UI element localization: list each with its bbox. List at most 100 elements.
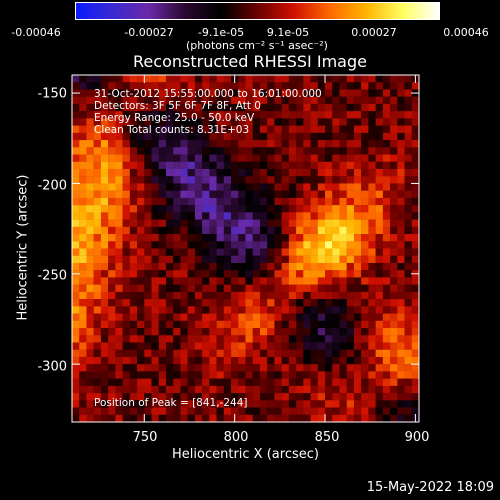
heatmap-cell	[353, 306, 362, 314]
heatmap-cell	[288, 219, 297, 227]
heatmap-cell	[100, 284, 109, 293]
heatmap-cell	[108, 96, 116, 105]
heatmap-cell	[79, 328, 87, 336]
heatmap-cell	[390, 82, 398, 90]
heatmap-cell	[238, 378, 246, 387]
heatmap-cell	[281, 183, 290, 191]
heatmap-cell	[339, 140, 347, 148]
heatmap-cell	[303, 132, 311, 141]
heatmap-cell	[267, 291, 275, 300]
heatmap-cell	[180, 234, 188, 242]
heatmap-cell	[317, 407, 326, 415]
heatmap-cell	[231, 320, 239, 329]
heatmap-cell	[187, 306, 196, 314]
heatmap-cell	[303, 364, 311, 372]
heatmap-cell	[368, 212, 376, 220]
heatmap-cell	[115, 234, 123, 242]
heatmap-cell	[158, 277, 167, 285]
heatmap-cell	[397, 248, 405, 256]
heatmap-cell	[72, 393, 80, 401]
heatmap-cell	[339, 291, 347, 300]
heatmap-cell	[209, 284, 217, 293]
heatmap-cell	[252, 335, 261, 343]
heatmap-cell	[303, 103, 311, 112]
heatmap-cell	[194, 168, 203, 177]
heatmap-cell	[173, 378, 181, 387]
heatmap-cell	[310, 400, 318, 408]
heatmap-cell	[332, 125, 340, 134]
heatmap-cell	[180, 241, 188, 249]
heatmap-cell	[390, 270, 398, 278]
heatmap-cell	[194, 270, 203, 278]
heatmap-cell	[317, 328, 326, 336]
heatmap-cell	[129, 75, 138, 83]
heatmap-cell	[216, 241, 224, 249]
heatmap-cell	[151, 118, 159, 126]
heatmap-cell	[368, 161, 376, 170]
heatmap-cell	[310, 111, 318, 119]
heatmap-cell	[382, 277, 391, 285]
heatmap-cell	[303, 248, 311, 256]
heatmap-cell	[79, 414, 87, 422]
heatmap-cell	[93, 393, 102, 401]
heatmap-cell	[397, 75, 405, 83]
heatmap-cell	[180, 118, 188, 126]
heatmap-cell	[288, 328, 297, 336]
heatmap-cell	[108, 270, 116, 278]
heatmap-cell	[187, 234, 196, 242]
heatmap-cell	[274, 118, 282, 126]
heatmap-cell	[165, 82, 174, 90]
heatmap-cell	[72, 190, 80, 199]
heatmap-cell	[267, 378, 275, 387]
heatmap-cell	[165, 140, 174, 148]
heatmap-cell	[310, 342, 318, 350]
heatmap-cell	[252, 407, 261, 415]
heatmap-cell	[259, 342, 268, 350]
heatmap-cell	[100, 414, 109, 422]
heatmap-cell	[390, 313, 398, 321]
heatmap-cell	[194, 407, 203, 415]
heatmap-cell	[100, 75, 109, 83]
heatmap-cell	[93, 132, 102, 141]
heatmap-cell	[129, 299, 138, 307]
heatmap-cell	[259, 299, 268, 307]
heatmap-cell	[100, 349, 109, 358]
heatmap-cell	[173, 161, 181, 170]
heatmap-cell	[375, 342, 384, 350]
heatmap-cell	[100, 407, 109, 415]
heatmap-cell	[231, 349, 239, 358]
heatmap-cell	[173, 205, 181, 213]
heatmap-cell	[202, 132, 210, 141]
heatmap-cell	[231, 364, 239, 372]
heatmap-cell	[202, 197, 210, 206]
heatmap-cell	[93, 190, 102, 199]
heatmap-cell	[194, 349, 203, 358]
heatmap-cell	[144, 226, 152, 235]
heatmap-cell	[86, 226, 94, 235]
heatmap-cell	[390, 414, 398, 422]
heatmap-cell	[223, 393, 232, 401]
heatmap-cell	[144, 291, 152, 300]
heatmap-cell	[72, 168, 80, 177]
heatmap-cell	[353, 393, 362, 401]
heatmap-cell	[259, 284, 268, 293]
heatmap-cell	[281, 190, 290, 199]
heatmap-cell	[296, 335, 304, 343]
heatmap-cell	[390, 219, 398, 227]
heatmap-cell	[79, 393, 87, 401]
heatmap-cell	[231, 284, 239, 293]
heatmap-cell	[310, 190, 318, 199]
heatmap-cell	[238, 205, 246, 213]
heatmap-cell	[115, 154, 123, 162]
heatmap-cell	[100, 219, 109, 227]
heatmap-cell	[252, 378, 261, 387]
heatmap-cell	[339, 320, 347, 329]
heatmap-cell	[231, 140, 239, 148]
heatmap-cell	[368, 255, 376, 264]
heatmap-cell	[187, 349, 196, 358]
heatmap-cell	[151, 132, 159, 141]
heatmap-cell	[216, 299, 224, 307]
heatmap-cell	[194, 197, 203, 206]
heatmap-cell	[100, 168, 109, 177]
heatmap-cell	[187, 140, 196, 148]
